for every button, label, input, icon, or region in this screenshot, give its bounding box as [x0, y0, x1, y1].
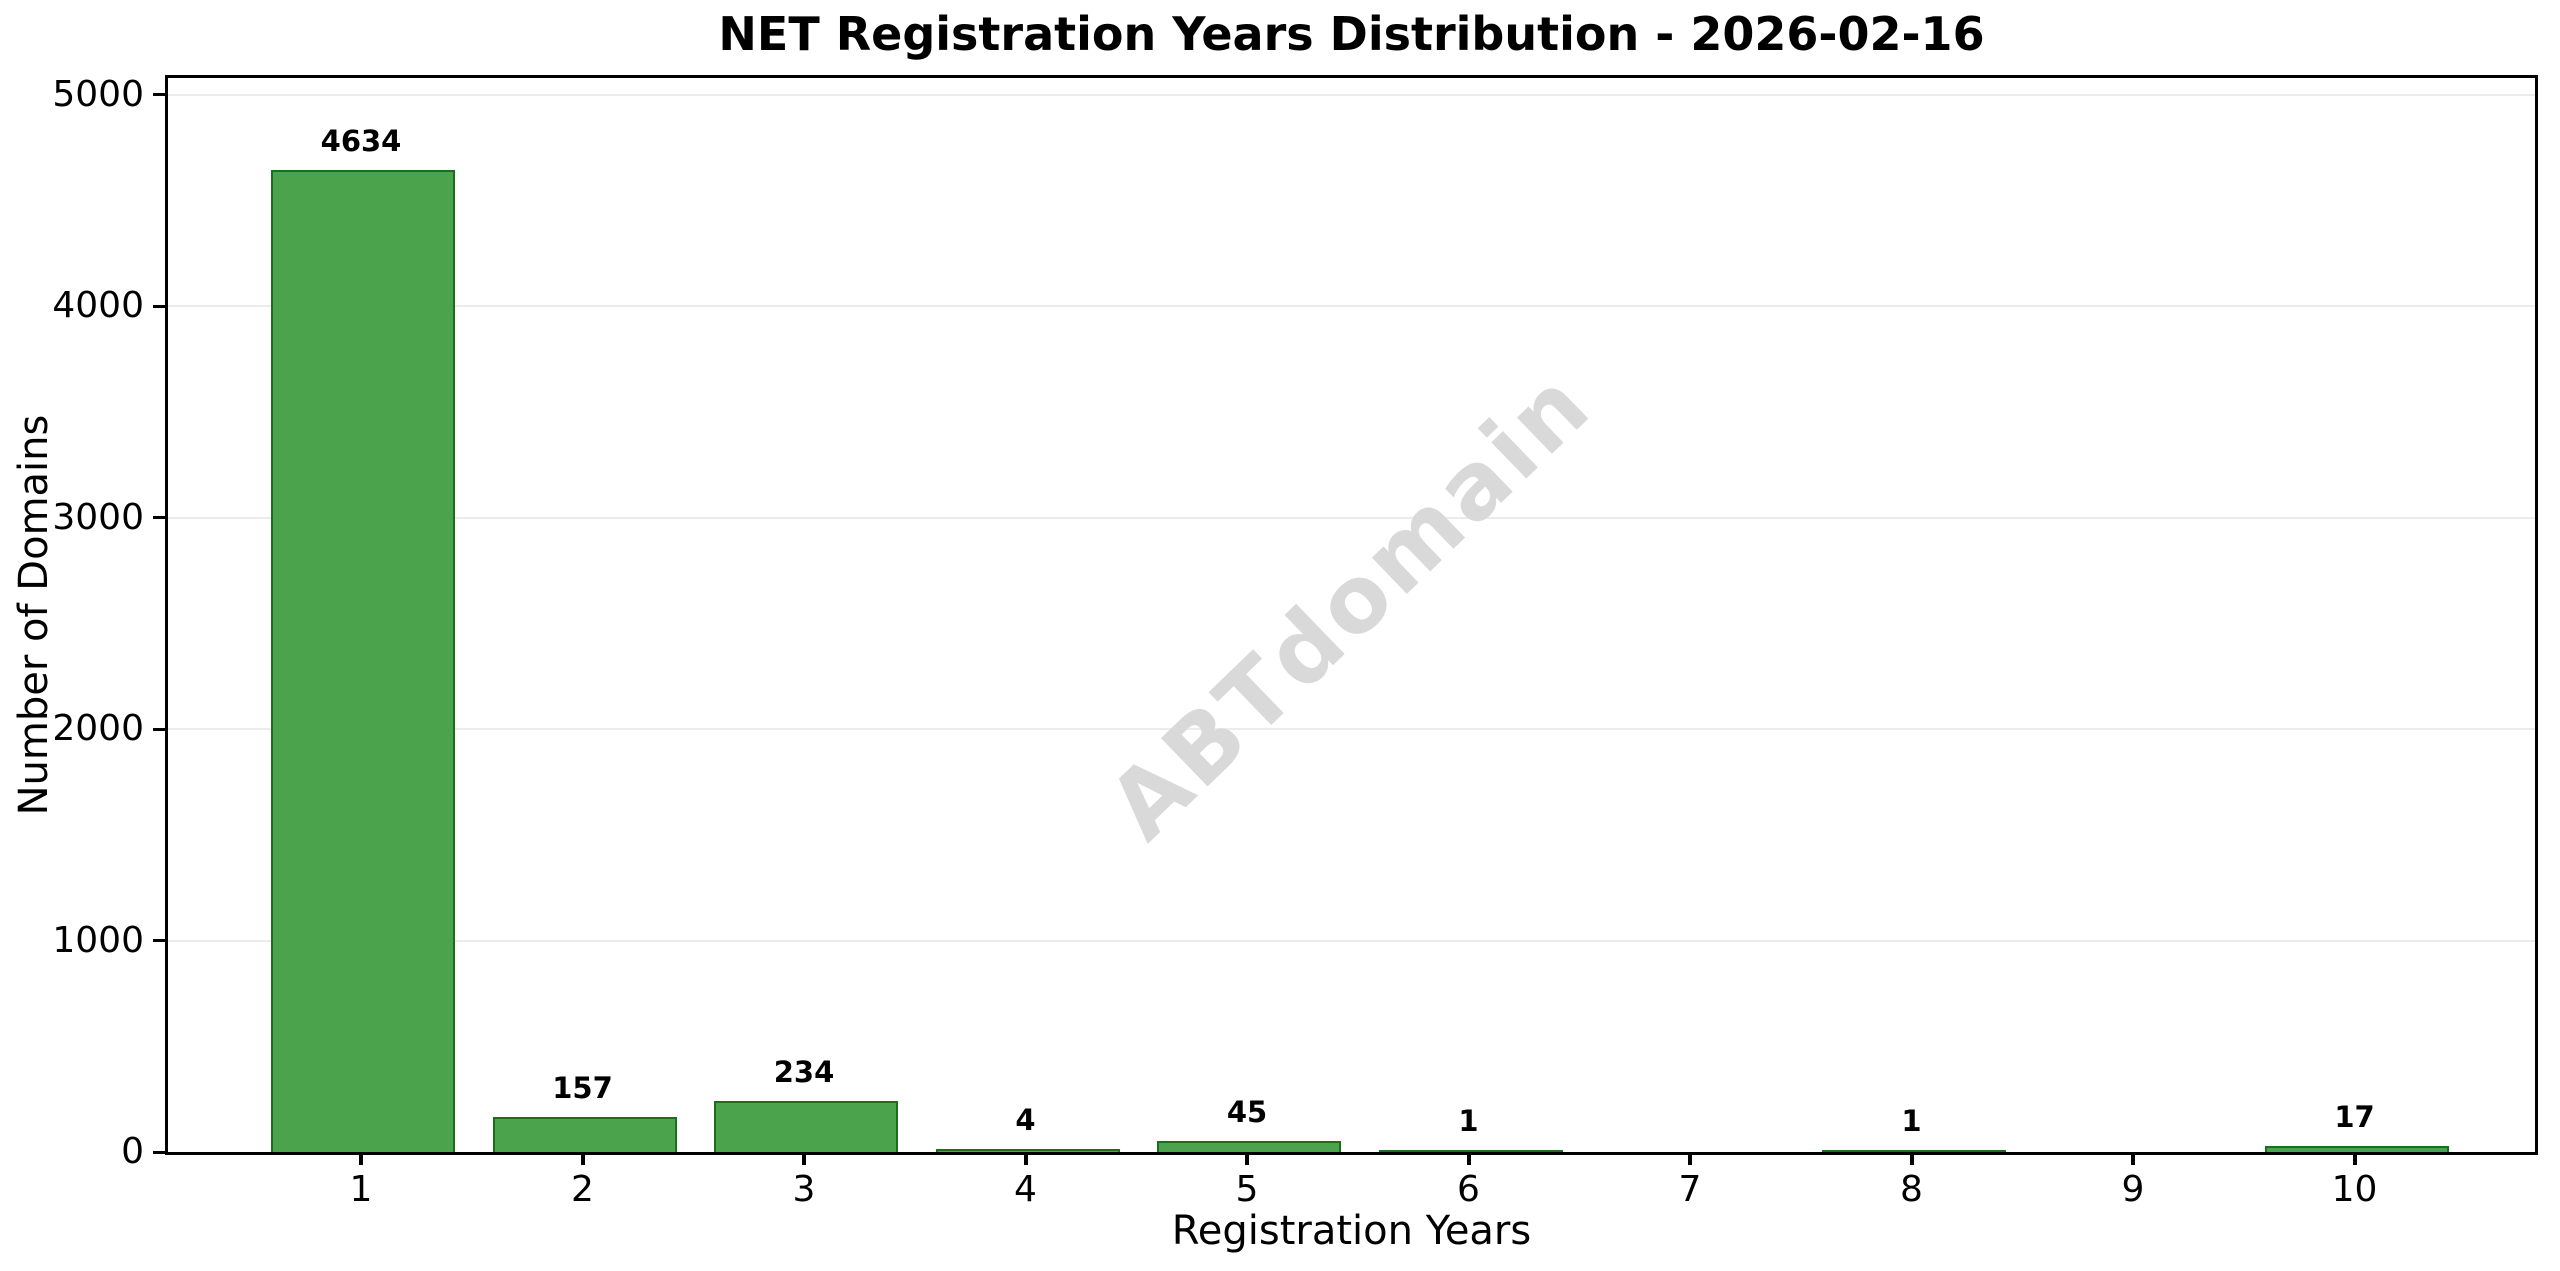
bar-value-label: 1: [1901, 1103, 1922, 1138]
x-tick-label: 9: [2121, 1169, 2145, 1210]
bar: [1157, 1140, 1341, 1152]
x-tick-mark: [359, 1152, 363, 1165]
bar: [1378, 1149, 1563, 1152]
y-tick-label: 2000: [52, 708, 144, 750]
x-tick-mark: [1023, 1152, 1028, 1165]
x-tick-label: 4: [1014, 1169, 1037, 1210]
bar: [1821, 1149, 2006, 1152]
y-tick-label: 1000: [52, 919, 144, 961]
y-tick-label: 5000: [52, 73, 144, 115]
x-tick-label: 8: [1900, 1169, 1923, 1210]
x-tick-label: 2: [571, 1169, 594, 1210]
x-tick-mark: [2131, 1152, 2135, 1165]
chart-title: NET Registration Years Distribution - 20…: [718, 7, 1985, 61]
y-tick-mark: [153, 727, 166, 731]
x-tick-mark: [1466, 1152, 1471, 1165]
x-tick-mark: [1688, 1152, 1692, 1165]
y-tick-label: 0: [121, 1131, 144, 1172]
bar: [492, 1116, 677, 1152]
bar-value-label: 45: [1226, 1094, 1268, 1129]
y-gridline: [168, 93, 2535, 96]
x-tick-label: 10: [2331, 1169, 2378, 1210]
bar-value-label: 17: [2334, 1100, 2375, 1135]
x-axis-label: Registration Years: [1171, 1208, 1532, 1254]
y-gridline: [168, 305, 2535, 308]
y-tick-mark: [153, 516, 166, 520]
y-tick-label: 4000: [52, 285, 144, 327]
x-tick-label: 7: [1678, 1169, 1702, 1210]
x-tick-mark: [580, 1152, 585, 1165]
y-tick-mark: [153, 304, 166, 308]
y-gridline: [168, 728, 2535, 731]
y-tick-mark: [153, 1150, 166, 1154]
x-tick-mark: [802, 1152, 806, 1165]
bar: [271, 170, 455, 1152]
x-tick-label: 5: [1235, 1169, 1259, 1210]
bar-value-label: 234: [773, 1054, 835, 1089]
y-tick-mark: [153, 939, 166, 943]
watermark-text: ABTdomain: [1088, 349, 1612, 861]
bar-value-label: 1: [1458, 1103, 1479, 1138]
y-tick-label: 3000: [52, 496, 144, 538]
bar: [935, 1149, 1120, 1152]
y-axis-label: Number of Domains: [11, 414, 57, 816]
x-tick-mark: [1909, 1152, 1914, 1165]
bar-value-label: 4: [1015, 1103, 1036, 1138]
bar: [2264, 1146, 2449, 1152]
x-tick-mark: [1245, 1152, 1249, 1165]
y-gridline: [168, 516, 2535, 519]
y-gridline: [168, 939, 2535, 942]
bar: [714, 1100, 898, 1152]
bar-value-label: 4634: [320, 124, 402, 159]
bar-value-label: 157: [552, 1070, 613, 1105]
y-tick-mark: [153, 93, 166, 97]
x-tick-label: 1: [349, 1169, 373, 1210]
x-tick-label: 6: [1457, 1169, 1480, 1210]
x-tick-label: 3: [792, 1169, 816, 1210]
plot-area: ABTdomain 0 1000 2000 3000 4000 5000 4634 1 157 2…: [52, 75, 2538, 1208]
x-tick-mark: [2352, 1152, 2357, 1165]
